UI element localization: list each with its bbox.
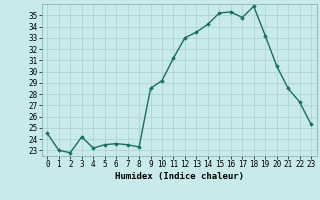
X-axis label: Humidex (Indice chaleur): Humidex (Indice chaleur) [115,172,244,181]
